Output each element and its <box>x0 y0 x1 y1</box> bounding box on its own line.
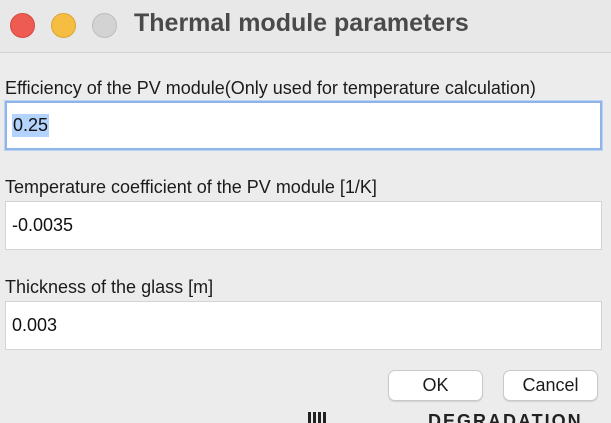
minimize-window-button[interactable] <box>51 13 76 38</box>
glass-thickness-label: Thickness of the glass [m] <box>5 277 214 297</box>
efficiency-value: 0.25 <box>12 114 50 137</box>
efficiency-label: Efficiency of the PV module(Only used fo… <box>5 78 536 98</box>
background-window-peek: DEGRADATION <box>300 409 611 423</box>
background-partial-text: DEGRADATION <box>428 411 583 423</box>
temperature-coefficient-label: Temperature coefficient of the PV module… <box>5 177 377 197</box>
cancel-button[interactable]: Cancel <box>503 370 598 401</box>
glass-thickness-input[interactable]: 0.003 <box>5 301 602 350</box>
glass-thickness-value: 0.003 <box>12 315 58 335</box>
background-icon <box>308 412 328 423</box>
close-window-button[interactable] <box>10 13 35 38</box>
ok-button[interactable]: OK <box>388 370 483 401</box>
temperature-coefficient-value: -0.0035 <box>12 215 74 235</box>
efficiency-input[interactable]: 0.25 <box>5 101 602 150</box>
title-bar[interactable]: Thermal module parameters <box>0 0 611 53</box>
maximize-window-button <box>92 13 117 38</box>
temperature-coefficient-input[interactable]: -0.0035 <box>5 201 602 250</box>
window-title: Thermal module parameters <box>134 9 469 37</box>
